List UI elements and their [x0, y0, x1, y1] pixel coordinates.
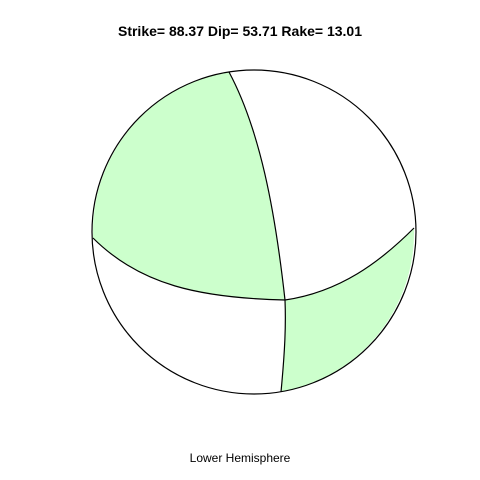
figure-title: Strike= 88.37 Dip= 53.71 Rake= 13.01 [117, 23, 362, 39]
compressional-quadrant-lower-right [281, 228, 415, 392]
beachball-outline [91, 69, 417, 395]
nodal-plane-2 [92, 227, 415, 301]
compressional-quadrant-upper-left [92, 72, 285, 300]
nodal-plane-1 [228, 71, 286, 393]
projection-label: Lower Hemisphere [189, 451, 291, 465]
